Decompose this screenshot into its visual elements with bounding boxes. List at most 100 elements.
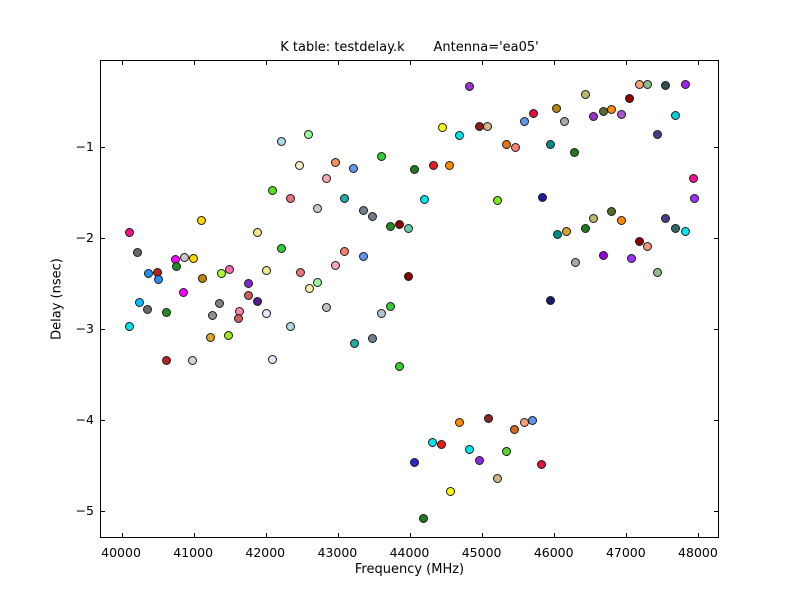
scatter-point xyxy=(643,79,653,89)
scatter-point xyxy=(690,194,700,204)
y-tick-mark xyxy=(714,420,718,422)
scatter-point xyxy=(571,258,581,268)
scatter-point xyxy=(312,203,322,213)
scatter-point xyxy=(331,260,340,270)
x-tick-mark xyxy=(626,533,628,537)
x-tick-mark xyxy=(482,533,484,537)
scatter-point xyxy=(196,216,206,226)
scatter-point xyxy=(223,330,233,340)
y-tick-mark xyxy=(714,511,718,513)
scatter-point xyxy=(493,196,503,206)
scatter-point xyxy=(509,424,519,434)
scatter-point xyxy=(483,413,493,423)
scatter-point xyxy=(205,332,215,342)
scatter-point xyxy=(294,160,304,170)
scatter-point xyxy=(403,223,413,233)
scatter-point xyxy=(580,224,590,234)
scatter-point xyxy=(267,186,277,196)
scatter-point xyxy=(367,333,377,343)
scatter-point xyxy=(671,110,681,120)
x-tick-mark xyxy=(193,533,195,537)
scatter-point xyxy=(465,444,475,454)
scatter-point xyxy=(276,243,286,253)
scatter-point xyxy=(527,416,537,426)
scatter-point xyxy=(171,261,181,271)
scatter-point xyxy=(680,79,690,89)
scatter-point xyxy=(616,216,626,226)
scatter-point xyxy=(607,207,617,217)
scatter-point xyxy=(493,473,503,483)
scatter-point xyxy=(385,301,395,311)
scatter-point xyxy=(178,288,188,298)
scatter-point xyxy=(537,192,547,202)
scatter-point xyxy=(331,158,340,168)
scatter-point xyxy=(233,313,243,323)
scatter-point xyxy=(161,356,171,366)
y-tick-mark xyxy=(714,329,718,331)
x-tick-label: 47000 xyxy=(605,545,646,560)
y-tick-mark xyxy=(714,147,718,149)
scatter-point xyxy=(349,163,359,173)
scatter-point xyxy=(429,160,439,170)
y-tick-mark xyxy=(101,238,105,240)
scatter-point xyxy=(179,252,189,262)
scatter-point xyxy=(295,268,305,278)
scatter-point xyxy=(446,486,456,496)
scatter-point xyxy=(670,223,680,233)
x-tick-label: 40000 xyxy=(101,545,141,560)
x-tick-mark xyxy=(121,533,123,537)
scatter-point xyxy=(142,305,152,315)
scatter-point xyxy=(339,247,349,257)
scatter-point xyxy=(261,266,271,276)
scatter-point xyxy=(428,438,438,448)
scatter-point xyxy=(625,94,635,104)
scatter-point xyxy=(455,418,465,428)
x-tick-mark xyxy=(410,533,411,537)
scatter-point xyxy=(261,309,271,319)
x-tick-label: 46000 xyxy=(533,545,574,560)
y-tick-label: −4 xyxy=(75,411,94,427)
scatter-point xyxy=(519,117,529,127)
y-tick-label: −3 xyxy=(75,320,94,336)
scatter-point xyxy=(188,253,198,263)
scatter-point xyxy=(395,361,405,371)
scatter-point xyxy=(403,271,413,281)
x-tick-label: 41000 xyxy=(173,545,214,560)
scatter-point xyxy=(465,81,475,91)
scatter-point xyxy=(437,122,447,132)
x-tick-label: 43000 xyxy=(317,545,358,560)
x-axis-label: Frequency (MHz) xyxy=(354,562,465,577)
scatter-point xyxy=(661,214,671,224)
scatter-point xyxy=(607,105,617,115)
scatter-point xyxy=(643,241,653,251)
scatter-point xyxy=(483,121,493,131)
scatter-point xyxy=(529,108,539,118)
x-tick-label: 42000 xyxy=(245,545,286,560)
x-tick-mark xyxy=(265,61,267,65)
scatter-point xyxy=(410,458,420,468)
scatter-point xyxy=(455,130,465,140)
scatter-point xyxy=(653,129,663,139)
scatter-point xyxy=(616,109,626,119)
scatter-point xyxy=(419,195,429,205)
scatter-point xyxy=(134,298,144,308)
scatter-point xyxy=(312,278,322,288)
scatter-point xyxy=(444,160,454,170)
scatter-point xyxy=(598,107,608,117)
scatter-point xyxy=(125,321,135,331)
x-tick-mark xyxy=(337,533,339,537)
scatter-point xyxy=(598,250,608,260)
y-tick-label: −5 xyxy=(75,502,94,518)
y-tick-mark xyxy=(101,420,105,422)
scatter-point xyxy=(161,308,171,318)
scatter-point xyxy=(570,148,580,158)
scatter-point xyxy=(395,219,405,229)
scatter-point xyxy=(589,214,599,224)
scatter-point xyxy=(207,310,217,320)
scatter-point xyxy=(305,283,315,293)
scatter-point xyxy=(689,174,699,184)
scatter-point xyxy=(359,251,369,261)
scatter-point xyxy=(367,211,377,221)
scatter-point xyxy=(187,355,197,365)
